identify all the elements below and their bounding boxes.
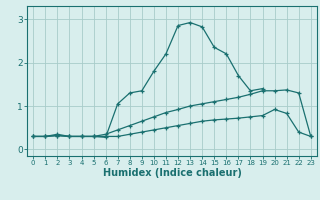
X-axis label: Humidex (Indice chaleur): Humidex (Indice chaleur) [103,168,241,178]
